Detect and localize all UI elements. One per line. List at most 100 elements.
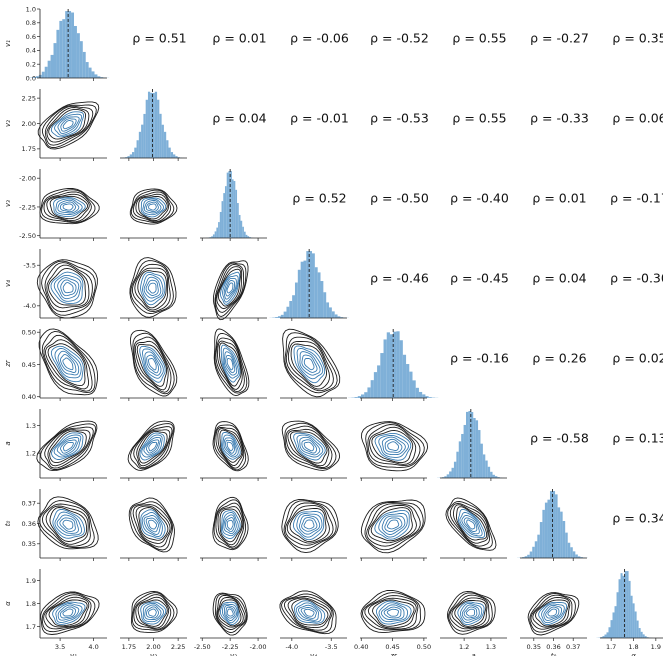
kde-contour	[130, 189, 175, 223]
kde-contour	[222, 434, 239, 458]
panel-3-6: ρ = 0.04	[532, 271, 586, 286]
histogram-bar	[138, 131, 142, 158]
histogram-bar	[612, 612, 615, 638]
kde-contour	[144, 604, 162, 620]
kde-contour	[59, 517, 76, 532]
histogram-bar	[364, 392, 368, 398]
panel-4-3	[280, 328, 347, 401]
kde-contour	[60, 439, 77, 454]
histogram-bar	[575, 554, 578, 558]
kde-contour	[222, 275, 239, 303]
kde-contour	[364, 595, 419, 630]
kde-contour	[214, 593, 248, 633]
kde-contour	[50, 345, 84, 383]
panel-1-7: ρ = 0.06	[612, 111, 663, 126]
kde-contour	[46, 264, 90, 309]
kde-contour	[300, 607, 317, 619]
kde-contour	[287, 428, 330, 467]
panel-0-4: ρ = -0.52	[370, 31, 429, 46]
histogram-bar	[412, 380, 416, 398]
y-tick-label: -3.5	[23, 262, 36, 270]
kde-contour	[43, 594, 92, 630]
kde-contour	[45, 339, 90, 390]
histogram-bar	[314, 267, 318, 318]
x-tick-label: 2.00	[146, 643, 160, 651]
histogram-bar	[53, 43, 57, 78]
histogram-bar	[100, 77, 104, 78]
kde-contour	[145, 517, 159, 533]
panel-5-6: ρ = -0.58	[530, 431, 589, 446]
histogram-bar	[487, 466, 491, 478]
histogram-bar	[537, 534, 540, 558]
histogram-bar	[478, 430, 481, 478]
histogram-bar	[41, 71, 45, 78]
histogram-bar	[534, 541, 538, 558]
histogram-bar	[547, 499, 550, 558]
kde-contour	[140, 601, 167, 625]
histogram-bar	[628, 580, 631, 638]
kde-contour	[226, 519, 234, 530]
kde-contour	[299, 351, 321, 376]
kde-contour	[54, 347, 82, 379]
kde-contour	[44, 426, 94, 469]
histogram-bar	[323, 292, 327, 318]
panel-6-5	[440, 497, 507, 561]
kde-contour	[287, 597, 331, 629]
histogram-bar	[357, 396, 361, 398]
kde-contour	[131, 592, 175, 631]
correlation-label: ρ = -0.53	[370, 111, 429, 126]
kde-contour	[303, 608, 315, 617]
kde-contour	[217, 428, 244, 466]
histogram-bar	[228, 171, 231, 238]
panel-1-6: ρ = -0.33	[530, 111, 589, 126]
histogram-bar	[224, 186, 227, 238]
panel-7-3: -4.0 -3.5 v₄	[279, 590, 347, 656]
kde-contour	[301, 517, 318, 532]
histogram-bar	[56, 29, 60, 78]
x-tick-label: 0.50	[417, 643, 431, 651]
kde-contour	[213, 499, 247, 549]
kde-contour	[459, 511, 483, 537]
correlation-label: ρ = -0.30	[610, 271, 663, 286]
histogram-bar	[475, 420, 479, 478]
kde-contour	[369, 426, 417, 465]
panel-4-1	[120, 329, 187, 401]
kde-contour	[62, 608, 74, 617]
kde-contour	[226, 358, 234, 371]
kde-contour	[364, 502, 424, 551]
histogram-bar	[76, 33, 80, 78]
kde-contour	[134, 267, 169, 311]
kde-contour	[216, 266, 243, 310]
histogram-bar	[150, 92, 153, 158]
kde-contour	[293, 432, 326, 461]
histogram-bar	[396, 331, 400, 398]
kde-contour	[135, 193, 170, 222]
x-axis-label: v₃	[230, 652, 237, 656]
histogram-bar	[415, 387, 419, 398]
panel-5-1	[120, 420, 187, 481]
histogram-bar	[600, 637, 603, 638]
panel-0-5: ρ = 0.55	[452, 31, 506, 46]
panel-7-7: 1.7 1.8 1.9 α	[596, 569, 663, 656]
histogram-bar	[451, 467, 454, 478]
kde-contour	[295, 602, 322, 623]
panel-3-0: -4.0 -3.5 v₄	[4, 249, 107, 321]
y-tick-label: 0.8	[26, 19, 36, 27]
kde-contour	[535, 599, 569, 627]
panel-0-7: ρ = 0.35	[612, 31, 663, 46]
x-tick-label: -2.25	[222, 643, 239, 651]
histogram-bar	[624, 571, 627, 638]
histogram-bar	[527, 554, 530, 558]
panel-4-6: ρ = 0.26	[532, 351, 586, 366]
x-tick-label: 1.8	[628, 643, 638, 651]
kde-contour	[445, 497, 497, 551]
kde-contour	[218, 342, 242, 387]
kde-contour	[41, 189, 96, 224]
histogram-bar	[231, 179, 234, 238]
kde-contour	[455, 506, 488, 541]
kde-contour	[62, 120, 74, 130]
y-tick-label: 0.37	[22, 500, 36, 508]
histogram-bar	[240, 220, 243, 238]
kde-contour	[303, 519, 315, 530]
kde-contour	[215, 337, 245, 393]
